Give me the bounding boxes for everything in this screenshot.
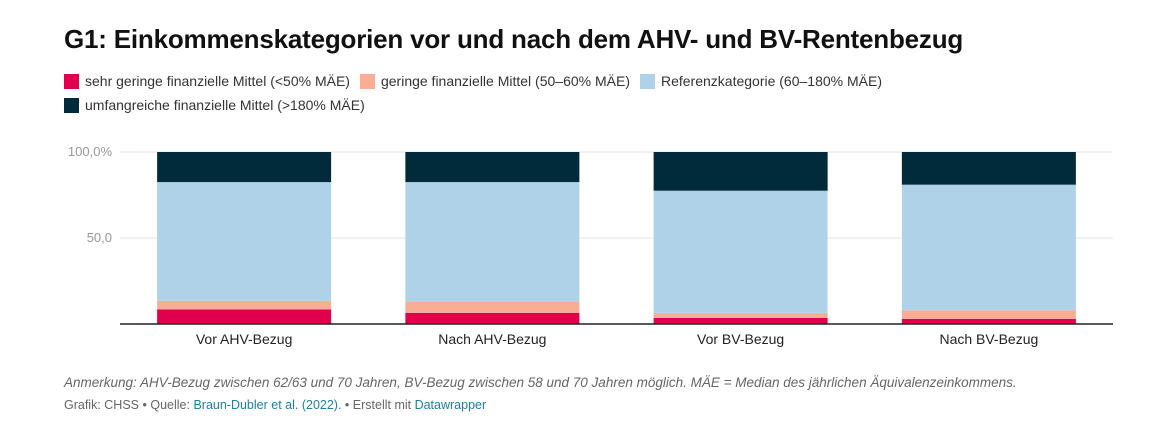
footer-graphic: Grafik: CHSS — [64, 398, 140, 412]
legend-label-very-low: sehr geringe finanzielle Mittel (<50% MÄ… — [85, 73, 350, 89]
bar-segment — [157, 182, 332, 301]
bar-segment — [653, 317, 828, 324]
legend-swatch-low — [359, 73, 375, 89]
x-tick-label: Vor AHV-Bezug — [196, 331, 293, 347]
legend-item-low: geringe finanzielle Mittel (50–60% MÄE) — [359, 73, 630, 89]
bar-segment — [405, 312, 580, 324]
legend-label-low: geringe finanzielle Mittel (50–60% MÄE) — [380, 73, 630, 89]
x-tick-label: Vor BV-Bezug — [697, 331, 784, 347]
legend-swatch-high — [64, 97, 79, 113]
legend-row: sehr geringe finanzielle Mittel (<50% MÄ… — [64, 70, 1064, 92]
footer-separator: • — [341, 398, 353, 412]
footer: Grafik: CHSS • Quelle: Braun-Dubler et a… — [64, 398, 486, 412]
bar-segment — [405, 152, 580, 183]
bar-segment — [157, 152, 332, 183]
bar-segment — [157, 300, 332, 310]
source-link[interactable]: Braun-Dubler et al. (2022). — [193, 398, 342, 412]
bar-segment — [405, 301, 580, 313]
bar-segment — [901, 318, 1076, 324]
bar-segment — [653, 312, 828, 318]
legend: sehr geringe finanzielle Mittel (<50% MÄ… — [64, 70, 1064, 118]
bar-segment — [157, 309, 332, 324]
legend-item-high: umfangreiche finanzielle Mittel (>180% M… — [64, 97, 365, 113]
chart-title: G1: Einkommenskategorien vor und nach de… — [64, 24, 964, 54]
legend-item-reference: Referenzkategorie (60–180% MÄE) — [639, 73, 882, 89]
bar-segment — [405, 182, 580, 302]
legend-label-reference: Referenzkategorie (60–180% MÄE) — [660, 73, 882, 89]
legend-swatch-very-low — [64, 73, 79, 89]
legend-item-very-low: sehr geringe finanzielle Mittel (<50% MÄ… — [64, 73, 350, 89]
bar-segment — [901, 184, 1076, 311]
legend-label-high: umfangreiche finanzielle Mittel (>180% M… — [85, 97, 365, 113]
stacked-bar-chart: 100,0% 50,0 Vor AHV-Bezug Nach AHV-Bezug Vor… — [68, 144, 1113, 347]
bar-segment — [901, 310, 1076, 319]
bar-segment — [653, 152, 828, 191]
y-tick-label: 50,0 — [87, 230, 112, 245]
x-tick-label: Nach AHV-Bezug — [438, 331, 546, 347]
y-tick-label: 100,0% — [68, 144, 113, 159]
legend-row: umfangreiche finanzielle Mittel (>180% M… — [64, 94, 1064, 116]
datawrapper-link[interactable]: Datawrapper — [414, 398, 487, 412]
footer-created-label: Erstellt mit — [352, 398, 415, 412]
x-tick-label: Nach BV-Bezug — [939, 331, 1038, 347]
footer-source-label: Quelle: — [150, 398, 194, 412]
bar-segment — [901, 152, 1076, 185]
footer-separator: • — [139, 398, 151, 412]
legend-swatch-reference — [639, 73, 655, 89]
bar-segment — [653, 190, 828, 313]
chart-note: Anmerkung: AHV-Bezug zwischen 62/63 und … — [64, 375, 1017, 390]
